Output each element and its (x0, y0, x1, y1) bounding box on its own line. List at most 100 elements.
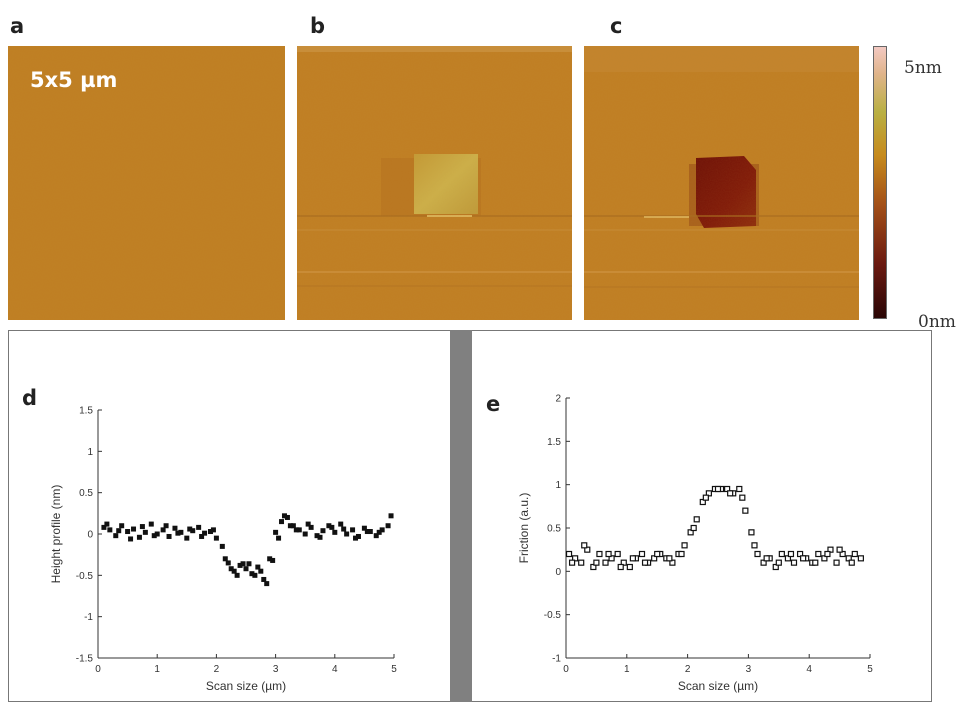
data-point (178, 529, 184, 535)
data-point (320, 528, 326, 534)
y-tick-label: -1 (84, 612, 93, 623)
data-points (565, 485, 864, 571)
data-point (714, 485, 722, 493)
data-point (787, 550, 795, 558)
data-point (565, 550, 573, 558)
data-point (702, 494, 709, 501)
data-point (742, 507, 749, 514)
colorbar-max-label: 5nm (904, 58, 942, 78)
data-point (231, 568, 237, 574)
data-point (754, 550, 761, 558)
data-point (596, 550, 603, 558)
data-point (568, 559, 576, 566)
y-tick-label: 0.5 (79, 488, 93, 499)
x-tick-label: 3 (746, 664, 752, 675)
data-point (125, 529, 131, 535)
data-point (626, 563, 633, 571)
data-point (338, 521, 344, 527)
data-point (326, 523, 332, 529)
data-point (184, 535, 190, 541)
data-point (614, 550, 621, 558)
x-axis-label: Scan size (µm) (206, 679, 286, 693)
data-point (364, 529, 370, 535)
data-point (246, 561, 252, 567)
data-point (332, 529, 338, 535)
afm-image-c (584, 46, 859, 320)
data-point (836, 546, 843, 553)
y-tick-label: -1 (552, 654, 561, 665)
data-points (101, 513, 394, 587)
y-tick-label: 1 (87, 447, 93, 458)
data-point (160, 527, 166, 533)
panel-label-e: e (486, 392, 501, 416)
data-point (593, 559, 600, 566)
data-point (790, 559, 798, 566)
y-axis-label: Height profile (nm) (49, 485, 63, 584)
data-point (199, 533, 205, 539)
data-point (281, 513, 287, 519)
data-point (293, 527, 299, 533)
data-point (284, 514, 290, 520)
data-point (240, 561, 246, 567)
x-tick-label: 3 (273, 664, 279, 675)
y-tick-label: -0.5 (76, 571, 94, 582)
data-point (693, 516, 700, 523)
data-point (175, 530, 181, 536)
data-point (255, 564, 261, 570)
data-point (678, 550, 685, 558)
data-point (279, 519, 285, 525)
data-point (258, 568, 264, 574)
panel-label-b: b (310, 14, 326, 38)
data-point (778, 550, 785, 558)
data-point (243, 566, 249, 572)
data-point (748, 529, 755, 536)
data-point (385, 523, 391, 529)
x-tick-label: 2 (214, 664, 220, 675)
data-point (739, 494, 746, 501)
data-point (812, 559, 819, 566)
data-point (228, 566, 234, 572)
data-point (848, 559, 855, 566)
x-tick-label: 1 (624, 664, 630, 675)
data-point (602, 559, 609, 566)
data-point (344, 531, 350, 537)
data-point (225, 560, 231, 566)
data-point (857, 555, 864, 562)
data-point (187, 526, 193, 532)
data-point (172, 525, 178, 531)
panel-label-a: a (10, 14, 25, 38)
plot-divider (450, 330, 472, 702)
y-tick-label: 0.5 (547, 524, 561, 535)
y-axis-label: Friction (a.u.) (517, 493, 531, 564)
data-point (851, 550, 858, 558)
data-point (367, 529, 373, 535)
data-point (104, 521, 110, 527)
data-point (376, 529, 382, 535)
data-point (388, 513, 394, 519)
data-point (154, 531, 160, 537)
data-point (252, 572, 258, 578)
colorbar-min-label: 0nm (918, 312, 956, 332)
data-point (317, 534, 323, 540)
x-tick-label: 0 (563, 664, 569, 675)
data-point (207, 529, 213, 535)
data-point (264, 581, 270, 587)
data-point (833, 559, 840, 566)
data-point (329, 524, 335, 530)
y-tick-label: 0 (87, 530, 93, 541)
data-point (578, 559, 585, 566)
data-point (305, 521, 311, 527)
data-point (290, 523, 296, 529)
x-tick-label: 5 (391, 664, 397, 675)
data-point (681, 542, 688, 549)
data-point (617, 563, 624, 571)
data-point (638, 550, 646, 558)
data-point (119, 523, 125, 529)
y-tick-label: -1.5 (76, 654, 94, 665)
data-point (629, 555, 636, 562)
friction-profile-chart: -1 -0.5 0 0.5 1 1.5 2 0 1 2 3 4 5 Scan size (µm) Frict… (517, 394, 873, 694)
data-point (302, 531, 308, 537)
data-point (267, 556, 273, 562)
data-point (690, 524, 697, 532)
data-point (222, 556, 228, 562)
